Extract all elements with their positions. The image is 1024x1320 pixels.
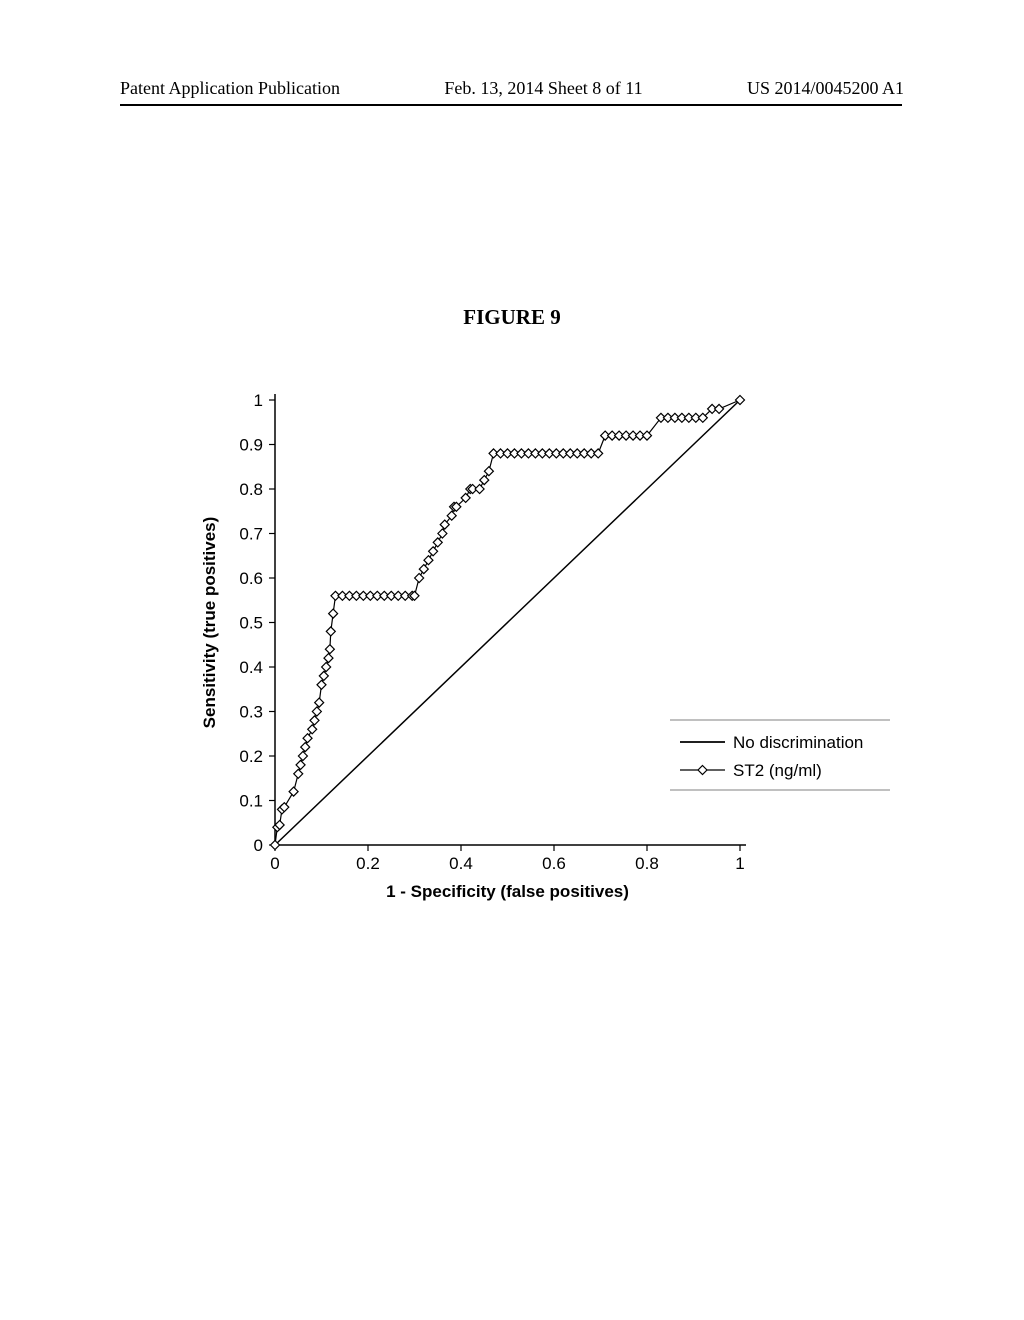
svg-text:0.8: 0.8 <box>635 854 659 873</box>
chart-svg: 0 0.1 0.2 0.3 0.4 0.5 0.6 0.7 0.8 0.9 1 0 0.2 0.4 0.6 0… <box>180 385 900 955</box>
svg-text:Sensitivity (true positives): Sensitivity (true positives) <box>200 517 219 729</box>
svg-text:1: 1 <box>254 391 263 410</box>
svg-text:0.2: 0.2 <box>239 747 263 766</box>
svg-text:0.4: 0.4 <box>239 658 263 677</box>
svg-text:0: 0 <box>270 854 279 873</box>
header-center: Feb. 13, 2014 Sheet 8 of 11 <box>444 78 642 99</box>
svg-text:0.7: 0.7 <box>239 525 263 544</box>
svg-text:1: 1 <box>735 854 744 873</box>
svg-text:1 - Specificity (false positiv: 1 - Specificity (false positives) <box>386 882 629 901</box>
svg-text:No discrimination: No discrimination <box>733 733 863 752</box>
header-left: Patent Application Publication <box>120 78 340 99</box>
page-header: Patent Application Publication Feb. 13, … <box>0 78 1024 99</box>
header-divider <box>120 104 902 106</box>
svg-text:0.8: 0.8 <box>239 480 263 499</box>
svg-text:0.4: 0.4 <box>449 854 473 873</box>
svg-text:0.5: 0.5 <box>239 614 263 633</box>
header-right: US 2014/0045200 A1 <box>747 78 904 99</box>
svg-text:0.2: 0.2 <box>356 854 380 873</box>
svg-text:0.1: 0.1 <box>239 792 263 811</box>
svg-text:0.6: 0.6 <box>542 854 566 873</box>
svg-text:0.9: 0.9 <box>239 436 263 455</box>
svg-text:0.3: 0.3 <box>239 703 263 722</box>
svg-text:0: 0 <box>254 836 263 855</box>
svg-text:0.6: 0.6 <box>239 569 263 588</box>
svg-text:ST2 (ng/ml): ST2 (ng/ml) <box>733 761 822 780</box>
roc-chart: 0 0.1 0.2 0.3 0.4 0.5 0.6 0.7 0.8 0.9 1 0 0.2 0.4 0.6 0… <box>180 385 900 955</box>
figure-title: FIGURE 9 <box>0 305 1024 330</box>
